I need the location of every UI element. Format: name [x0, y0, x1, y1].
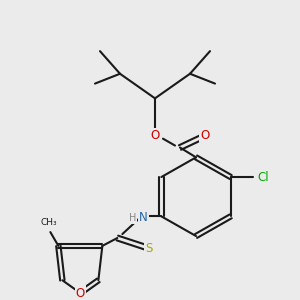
Text: O: O	[76, 286, 85, 300]
Text: S: S	[146, 242, 153, 255]
Text: N: N	[139, 211, 148, 224]
Text: O: O	[150, 129, 160, 142]
Text: O: O	[200, 129, 210, 142]
Text: Cl: Cl	[258, 170, 269, 184]
Text: H: H	[129, 213, 136, 223]
Text: CH₃: CH₃	[40, 218, 57, 227]
